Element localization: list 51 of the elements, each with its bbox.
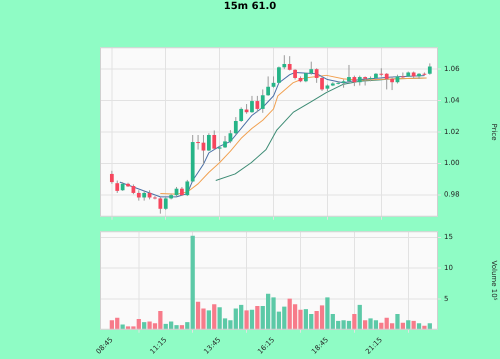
- candlestick: [239, 106, 244, 122]
- candlestick: [142, 190, 146, 202]
- bar: [400, 322, 405, 330]
- candlestick: [244, 104, 248, 114]
- candlestick: [255, 95, 260, 113]
- candlestick: [379, 68, 384, 77]
- candlestick: [180, 186, 184, 197]
- candlestick: [185, 179, 190, 197]
- bar: [255, 306, 260, 330]
- candlestick: [309, 61, 314, 76]
- candlestick: [212, 130, 216, 150]
- candlestick: [304, 72, 308, 83]
- candlestick: [234, 116, 238, 135]
- candlestick: [260, 88, 265, 114]
- candlestick: [358, 75, 362, 86]
- candlestick: [293, 68, 297, 80]
- candlestick: [428, 62, 432, 76]
- bar: [395, 314, 400, 330]
- candlestick: [347, 64, 351, 84]
- bar: [212, 304, 216, 330]
- candlestick: [384, 72, 389, 90]
- bar: [120, 324, 125, 330]
- candlestick: [320, 76, 324, 92]
- candlestick: [110, 170, 114, 184]
- bar: [406, 320, 410, 330]
- candlestick: [164, 196, 168, 210]
- candlestick: [272, 76, 276, 88]
- bar: [142, 322, 146, 330]
- candlestick: [148, 190, 152, 200]
- candlestick: [282, 54, 286, 70]
- candlestick: [314, 68, 319, 84]
- candlestick: [115, 180, 120, 194]
- candlestick: [390, 76, 394, 91]
- candlestick: [174, 186, 178, 198]
- bar: [363, 320, 368, 330]
- candlestick: [250, 95, 254, 114]
- candlestick: [223, 135, 227, 149]
- candlestick: [228, 130, 232, 144]
- candlestick: [288, 56, 292, 71]
- chart-title: 15m 61.0: [222, 0, 278, 14]
- bar: [206, 310, 211, 330]
- candlestick: [136, 190, 141, 202]
- bar: [358, 304, 362, 330]
- candlestick: [266, 76, 270, 96]
- candlestick: [158, 196, 162, 214]
- bar: [250, 310, 254, 330]
- candlestick: [352, 75, 356, 87]
- bar: [412, 320, 416, 330]
- bar: [352, 314, 356, 330]
- candlestick: [206, 132, 211, 152]
- candlestick: [277, 66, 281, 84]
